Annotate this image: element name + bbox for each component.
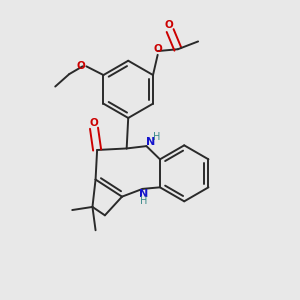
Text: N: N (146, 137, 155, 147)
Text: N: N (140, 188, 149, 199)
Text: H: H (153, 132, 160, 142)
Text: O: O (77, 61, 86, 71)
Text: O: O (90, 118, 98, 128)
Text: H: H (140, 196, 148, 206)
Text: O: O (164, 20, 173, 30)
Text: O: O (153, 44, 162, 54)
